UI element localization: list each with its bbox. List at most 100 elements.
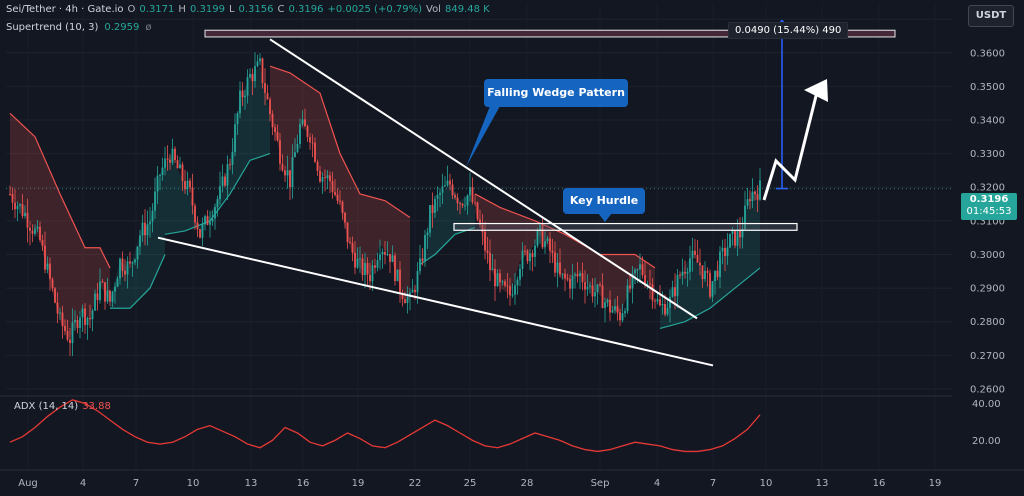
candle [709,269,711,300]
candle [486,236,489,264]
currency-button[interactable]: USDT [968,5,1014,27]
supertrend-line-up [164,153,271,235]
resistance-zone [204,29,896,38]
candle [244,89,246,110]
price-tick-label: 0.3000 [970,250,1005,261]
symbol-label: Sei/Tether · 4h · Gate.io [6,4,124,15]
candle [576,262,579,283]
candle [51,277,54,292]
candle [509,278,511,306]
candle [364,252,366,289]
candle [146,210,149,246]
candle [619,308,621,326]
candle [706,267,709,287]
current-price: 0.3196 [969,194,1009,205]
candle [666,297,669,317]
candle [139,229,141,255]
candle [751,178,754,209]
candle [361,253,364,281]
candle [469,172,471,202]
volume-value: 849.48 K [444,4,490,15]
candle [56,292,59,324]
eye-slash-icon[interactable]: ø [145,22,152,33]
price-tick-label: 0.2600 [970,384,1005,395]
candle [259,53,261,66]
candle [54,287,56,304]
high-key: H [178,4,186,15]
candle [441,173,444,205]
candle [471,177,474,205]
candle [634,267,636,284]
adx-legend[interactable]: ADX (14, 14) 33.88 [14,401,111,412]
candle [721,239,724,265]
change-value: +0.0025 (+0.79%) [327,4,423,15]
adx-tick-label: 20.00 [972,436,1001,447]
wedge-upper-line [269,38,698,320]
candle [229,158,231,170]
candle [319,165,321,184]
time-tick-label: 7 [710,478,716,489]
supertrend-name: Supertrend (10, 3) [6,22,99,33]
candle [81,304,84,332]
candle [461,202,464,208]
current-price-tag: 0.3196 01:45:53 [961,193,1017,220]
time-tick-label: 7 [133,478,139,489]
candle [119,257,121,285]
candle [104,281,106,310]
supertrend-line-up [419,227,476,266]
bar-countdown: 01:45:53 [966,206,1012,217]
candle [654,298,656,309]
candle [554,241,556,277]
supertrend-fill-down [475,193,655,315]
supertrend-fills [10,66,760,339]
time-tick-label: Sep [591,478,610,489]
time-axis[interactable]: Aug 4 7 10 13 16 19 22 25 28 Sep 4 7 10 13 16 19 [0,469,1024,489]
close-key: C [277,4,285,15]
supertrend-legend[interactable]: Supertrend (10, 3) 0.2959 ø [6,22,152,33]
candle [46,256,49,274]
candle [624,307,626,318]
candle [566,273,569,282]
candle [316,159,319,176]
candle [34,224,36,237]
supertrend-value: 0.2959 [104,22,140,33]
candle [9,185,11,196]
candle [611,305,614,314]
candle [379,239,381,270]
candle [116,276,119,287]
candle [426,227,429,249]
candle [369,262,371,290]
candle [236,111,239,135]
candle [99,268,101,304]
price-tick-label: 0.3300 [970,149,1005,160]
candle [314,137,316,164]
candle [696,240,699,263]
time-tick-label: 16 [873,478,886,489]
price-tick-label: 0.3100 [970,216,1005,227]
candle [424,229,426,267]
candle [444,176,446,188]
candle [526,249,529,264]
candle [359,246,361,273]
candle [579,270,581,289]
hurdle-callout: Key Hurdle [563,188,645,214]
candle [194,203,196,230]
candle [679,271,681,279]
supertrend-fill-down [270,66,410,302]
candle [154,177,156,220]
candle [524,245,526,256]
candle [29,220,31,246]
candle [474,194,476,207]
candle [574,272,576,289]
candle [694,239,696,259]
candle [681,258,684,285]
candle [629,274,631,293]
candle [464,196,466,211]
adx-pane: 40.00 20.00 [9,399,1001,453]
chart-grid [0,4,952,470]
candle [684,260,686,279]
candle [106,277,109,304]
candle [711,280,714,302]
candle [74,310,76,331]
